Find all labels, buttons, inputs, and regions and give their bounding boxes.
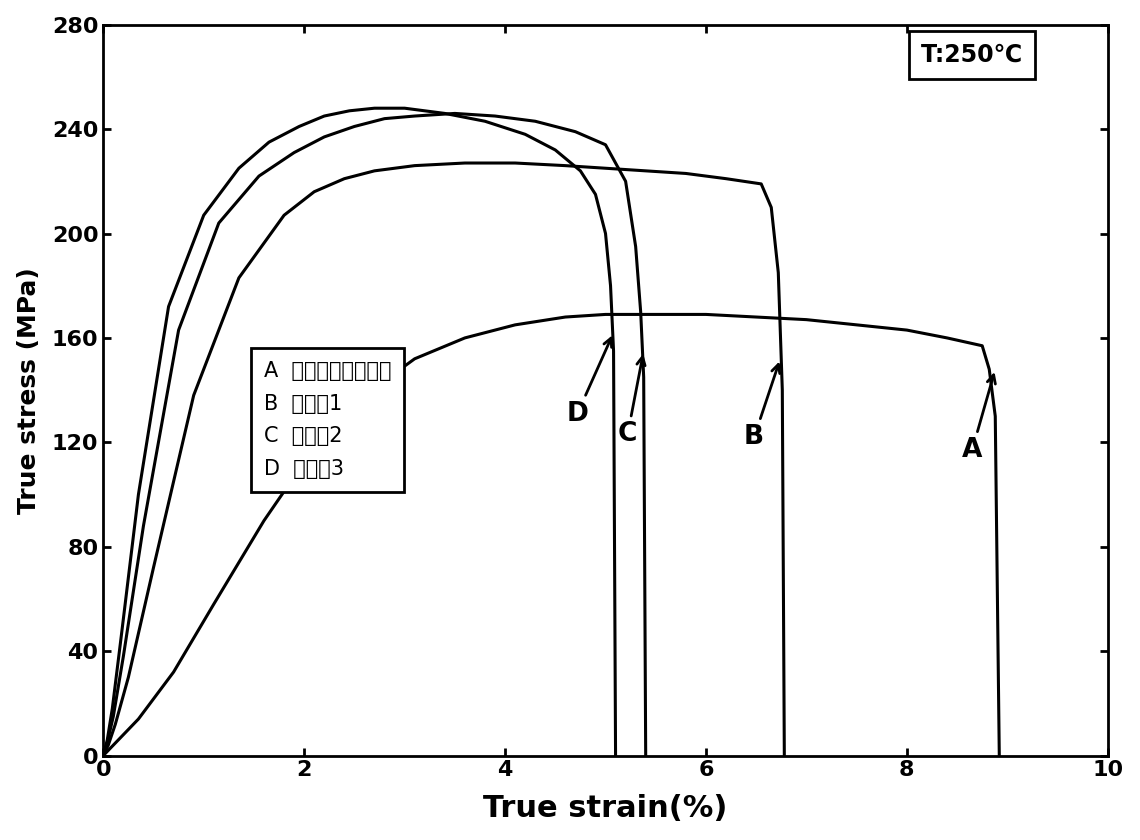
Text: A: A xyxy=(962,375,995,463)
Text: B: B xyxy=(744,365,780,450)
Text: C: C xyxy=(618,357,645,448)
X-axis label: True strain(%): True strain(%) xyxy=(483,795,727,823)
Y-axis label: True stress (MPa): True stress (MPa) xyxy=(17,267,41,513)
Text: T:250℃: T:250℃ xyxy=(921,43,1024,67)
Text: D: D xyxy=(567,338,611,427)
Text: A  未强化处理铝合金
B  实施例1
C  实施例2
D  实施例3: A 未强化处理铝合金 B 实施例1 C 实施例2 D 实施例3 xyxy=(264,361,391,480)
